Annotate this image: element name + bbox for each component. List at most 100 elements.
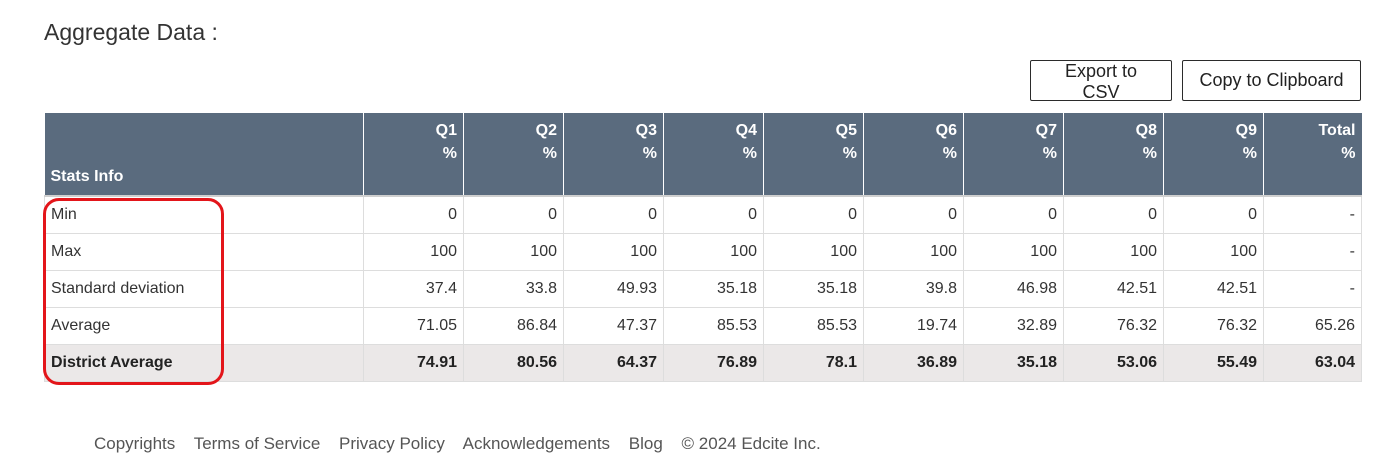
column-header-unit: % xyxy=(442,145,457,162)
district-average-row: District Average 74.91 80.56 64.37 76.89… xyxy=(44,343,1362,382)
table-cell: 76.89 xyxy=(663,343,764,382)
table-cell: 47.37 xyxy=(563,306,664,345)
page-title: Aggregate Data : xyxy=(44,19,218,45)
footer-link-terms[interactable]: Terms of Service xyxy=(193,434,321,453)
table-cell: 74.91 xyxy=(363,343,464,382)
table-cell: 85.53 xyxy=(663,306,764,345)
column-header-name: Q8 xyxy=(1135,122,1157,139)
footer: Copyrights Terms of Service Privacy Poli… xyxy=(94,434,835,454)
table-cell: 80.56 xyxy=(463,343,564,382)
table-cell: 36.89 xyxy=(863,343,964,382)
table-cell: 100 xyxy=(1163,232,1264,271)
table-cell: 42.51 xyxy=(1063,269,1164,308)
table-cell: 0 xyxy=(663,195,764,234)
table-cell: 0 xyxy=(463,195,564,234)
table-cell: 0 xyxy=(1063,195,1164,234)
footer-link-acknowledgements[interactable]: Acknowledgements xyxy=(462,434,611,453)
row-label: Min xyxy=(44,195,364,234)
column-header: Q9% xyxy=(1163,113,1264,196)
table-cell: 35.18 xyxy=(763,269,864,308)
table-cell: - xyxy=(1263,195,1362,234)
column-header: Q7% xyxy=(963,113,1064,196)
footer-link-copyrights[interactable]: Copyrights xyxy=(94,434,176,453)
table-row: Max 100 100 100 100 100 100 100 100 100 … xyxy=(44,232,1362,271)
column-header-name: Q9 xyxy=(1235,122,1257,139)
column-header: Q3% xyxy=(563,113,664,196)
table-cell: 0 xyxy=(963,195,1064,234)
table-cell: 100 xyxy=(763,232,864,271)
column-header-name: Q4 xyxy=(735,122,757,139)
table-cell: 0 xyxy=(363,195,464,234)
table-cell: 32.89 xyxy=(963,306,1064,345)
table-cell: 64.37 xyxy=(563,343,664,382)
table-cell: 0 xyxy=(863,195,964,234)
table-cell: 39.8 xyxy=(863,269,964,308)
table-row: Average 71.05 86.84 47.37 85.53 85.53 19… xyxy=(44,306,1362,345)
footer-copyright: © 2024 Edcite Inc. xyxy=(681,434,821,453)
column-header-name: Total xyxy=(1318,122,1356,139)
column-header-name: Q7 xyxy=(1035,122,1057,139)
column-header-name: Q1 xyxy=(435,122,457,139)
table-cell: 53.06 xyxy=(1063,343,1164,382)
column-header-name: Q2 xyxy=(535,122,557,139)
column-header-unit: % xyxy=(542,145,557,162)
column-header: Q1% xyxy=(363,113,464,196)
table-cell: 35.18 xyxy=(663,269,764,308)
export-csv-button[interactable]: Export to CSV xyxy=(1030,60,1172,102)
column-header: Q4% xyxy=(663,113,764,196)
column-header-unit: % xyxy=(1242,145,1257,162)
table-cell: 0 xyxy=(1163,195,1264,234)
table-cell: 100 xyxy=(663,232,764,271)
column-header: Q2% xyxy=(463,113,564,196)
table-cell: 76.32 xyxy=(1163,306,1264,345)
table-cell: 33.8 xyxy=(463,269,564,308)
column-header: Q8% xyxy=(1063,113,1164,196)
table-cell: 0 xyxy=(563,195,664,234)
column-header-unit: % xyxy=(1341,145,1356,162)
table-cell: 100 xyxy=(863,232,964,271)
row-label: District Average xyxy=(44,343,364,382)
copy-clipboard-button[interactable]: Copy to Clipboard xyxy=(1182,60,1361,101)
column-header-name: Q5 xyxy=(835,122,857,139)
column-header-unit: % xyxy=(942,145,957,162)
table-cell: 37.4 xyxy=(363,269,464,308)
table-header-row: Stats Info Q1% Q2% Q3% Q4% Q5% Q6% Q7% Q… xyxy=(44,113,1362,196)
row-label: Max xyxy=(44,232,364,271)
column-header-unit: % xyxy=(742,145,757,162)
row-label: Average xyxy=(44,306,364,345)
table-cell: 85.53 xyxy=(763,306,864,345)
column-header: Stats Info xyxy=(44,113,364,196)
table-cell: 100 xyxy=(963,232,1064,271)
table-cell: 49.93 xyxy=(563,269,664,308)
column-header-name: Q6 xyxy=(935,122,957,139)
table-cell: 86.84 xyxy=(463,306,564,345)
row-label: Standard deviation xyxy=(44,269,364,308)
table-cell: 100 xyxy=(1063,232,1164,271)
table-cell: 19.74 xyxy=(863,306,964,345)
column-header: Total% xyxy=(1263,113,1362,196)
footer-link-blog[interactable]: Blog xyxy=(628,434,663,453)
table-cell: 65.26 xyxy=(1263,306,1362,345)
column-header-unit: % xyxy=(1142,145,1157,162)
table-cell: 78.1 xyxy=(763,343,864,382)
column-header: Q5% xyxy=(763,113,864,196)
aggregate-data-table: Stats Info Q1% Q2% Q3% Q4% Q5% Q6% Q7% Q… xyxy=(44,113,1362,382)
table-row: Min 0 0 0 0 0 0 0 0 0 - xyxy=(44,195,1362,234)
table-cell: 55.49 xyxy=(1163,343,1264,382)
table-row: Standard deviation 37.4 33.8 49.93 35.18… xyxy=(44,269,1362,308)
column-header-unit: % xyxy=(642,145,657,162)
table-cell: 100 xyxy=(463,232,564,271)
table-cell: 71.05 xyxy=(363,306,464,345)
footer-link-privacy[interactable]: Privacy Policy xyxy=(339,434,445,453)
column-header-unit: % xyxy=(842,145,857,162)
column-header-name: Stats Info xyxy=(50,168,124,185)
table-cell: 46.98 xyxy=(963,269,1064,308)
table-cell: - xyxy=(1263,232,1362,271)
column-header-name: Q3 xyxy=(635,122,657,139)
table-cell: 42.51 xyxy=(1163,269,1264,308)
table-cell: 76.32 xyxy=(1063,306,1164,345)
table-cell: 100 xyxy=(363,232,464,271)
table-cell: - xyxy=(1263,269,1362,308)
column-header-unit: % xyxy=(1042,145,1057,162)
table-cell: 35.18 xyxy=(963,343,1064,382)
